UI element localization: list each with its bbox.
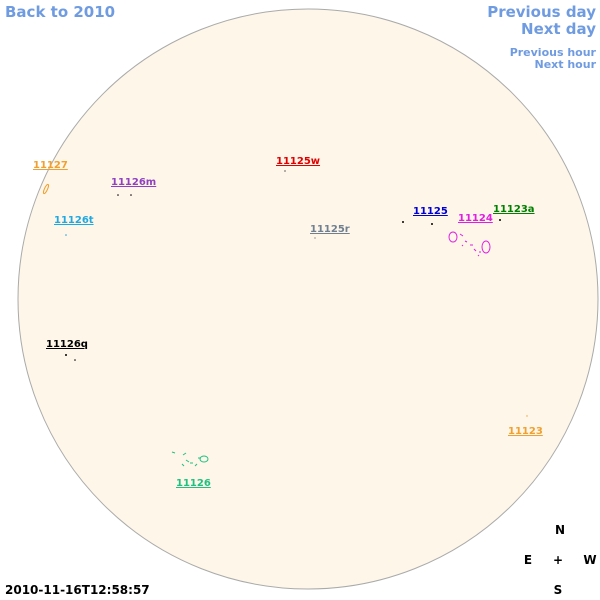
region-label[interactable]: 11126t (54, 215, 94, 226)
spot (526, 415, 528, 417)
spot (130, 194, 132, 196)
spot (314, 237, 316, 239)
spot (402, 221, 404, 223)
spot (117, 194, 119, 196)
back-link[interactable]: Back to 2010 (5, 3, 115, 21)
previous-hour-link[interactable]: Previous hour (510, 46, 597, 59)
compass-east: E (524, 553, 532, 567)
spot-group (448, 231, 491, 257)
region-label[interactable]: 11126m (111, 177, 156, 188)
region-label[interactable]: 11123a (493, 204, 535, 215)
spot (431, 223, 433, 225)
region-label[interactable]: 11125r (310, 224, 350, 235)
region-label[interactable]: 11126q (46, 339, 88, 350)
spot (65, 234, 67, 236)
next-day-link[interactable]: Next day (521, 20, 596, 38)
spot (65, 354, 67, 356)
compass-south: S (554, 583, 563, 597)
timestamp: 2010-11-16T12:58:57 (5, 583, 150, 597)
region-label[interactable]: 11126 (176, 478, 211, 489)
spot (74, 359, 76, 361)
compass-center: + (553, 553, 563, 567)
region-label[interactable]: 11125w (276, 156, 320, 167)
spot-group (171, 451, 209, 467)
region-label[interactable]: 11125 (413, 206, 448, 217)
previous-day-link[interactable]: Previous day (487, 3, 596, 21)
compass-north: N (555, 523, 565, 537)
region-label[interactable]: 11127 (33, 160, 68, 171)
spot (284, 170, 286, 172)
region-label[interactable]: 11123 (508, 426, 543, 437)
next-hour-link[interactable]: Next hour (535, 58, 597, 71)
spot (42, 183, 50, 195)
compass-west: W (583, 553, 596, 567)
solar-disk (17, 8, 599, 590)
region-label[interactable]: 11124 (458, 213, 493, 224)
spots (42, 170, 528, 467)
spot (499, 219, 501, 221)
